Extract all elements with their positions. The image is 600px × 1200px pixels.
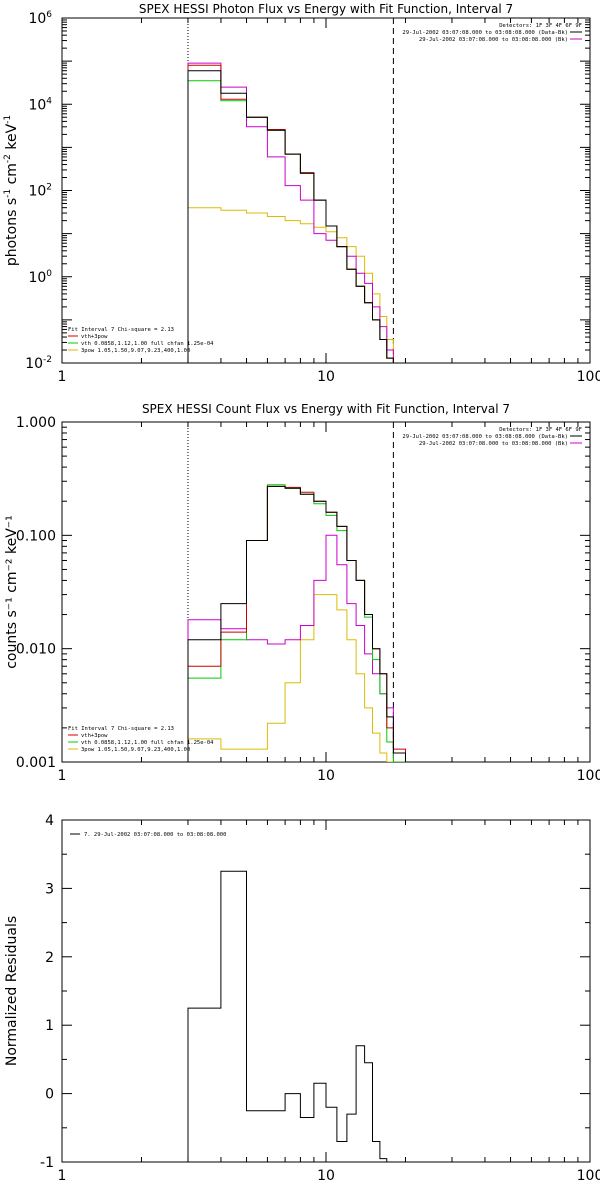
legend-entry: 29-Jul-2002 03:07:08.000 to 03:08:08.000… [402, 434, 568, 440]
y-tick-base: 10 [28, 11, 46, 27]
series-histogram [187, 870, 406, 1162]
y-tick-label: 0.001 [16, 755, 56, 771]
legend-entry: 7. 29-Jul-2002 03:07:08.000 to 03:08:08.… [84, 832, 226, 838]
x-tick-label: 100 [577, 369, 600, 385]
y-tick-label: 1.000 [16, 415, 56, 431]
y-tick-base: 10 [28, 270, 46, 286]
y-tick-base: 10 [28, 97, 46, 113]
y-tick-label: 0.100 [16, 528, 56, 544]
chart-title: SPEX HESSI Photon Flux vs Energy with Fi… [139, 2, 513, 16]
y-label-part: -1 [3, 189, 13, 198]
y-label-part: photons s [4, 198, 20, 266]
x-tick-label: 100 [577, 1168, 600, 1184]
y-tick-label: 0.010 [16, 642, 56, 658]
y-tick-label: 10-2 [25, 355, 52, 372]
y-tick-label: 102 [28, 183, 52, 200]
y-tick-label: 3 [45, 881, 54, 897]
y-label-part: -2 [3, 154, 13, 163]
fit-legend-entry: vth+3pow [81, 334, 108, 340]
fit-legend-entry: vth 0.0858,1.12,1.00 full chfan 1.25e-04 [81, 740, 214, 746]
x-tick-label: 1 [58, 369, 67, 385]
x-tick-label: 1 [58, 1168, 67, 1184]
axes-frame [61, 17, 591, 364]
y-tick-exponent: 2 [46, 183, 52, 193]
axes-frame [61, 421, 591, 763]
y-tick-exponent: 6 [46, 10, 52, 20]
chart-panel-2: SPEX HESSI Count Flux vs Energy with Fit… [4, 402, 600, 784]
y-tick-label: 1 [45, 1018, 54, 1034]
legend-header: Detectors: 1F 3F 4F 6F 9F [499, 427, 582, 433]
x-tick-label: 10 [317, 369, 335, 385]
fit-legend-entry: 3pow 1.05,1.50,9.07,9.23,400,1.00 [81, 348, 190, 354]
y-tick-exponent: -2 [43, 355, 52, 365]
y-axis-label: Normalized Residuals [4, 916, 20, 1066]
y-tick-exponent: 4 [46, 96, 52, 106]
chart-panel-1: SPEX HESSI Photon Flux vs Energy with Fi… [3, 2, 600, 385]
y-tick-label: -1 [40, 1155, 54, 1171]
fit-legend-header: Fit Interval 7 Chi-square = 2.13 [68, 327, 174, 333]
y-tick-label: 106 [28, 10, 52, 27]
fit-legend-entry: vth 0.0858,1.12,1.00 full chfan 1.25e-04 [81, 341, 214, 347]
plot-area [187, 62, 406, 363]
y-label-part: -1 [3, 115, 13, 124]
axes-frame [61, 819, 591, 1163]
series-histogram [187, 80, 406, 363]
fit-legend-entry: 3pow 1.05,1.50,9.07,9.23,400,1.00 [81, 747, 190, 753]
x-tick-label: 100 [577, 768, 600, 784]
fit-legend-entry: vth+3pow [81, 733, 108, 739]
legend-entry: 29-Jul-2002 03:07:08.000 to 03:08:08.000… [419, 37, 568, 43]
x-tick-label: 10 [317, 768, 335, 784]
y-tick-exponent: 0 [46, 269, 52, 279]
y-tick-label: 2 [45, 950, 54, 966]
legend-entry: 29-Jul-2002 03:07:08.000 to 03:08:08.000… [402, 30, 568, 36]
chart-title: SPEX HESSI Count Flux vs Energy with Fit… [142, 402, 510, 416]
y-axis-label: counts s⁻¹ cm⁻² keV⁻¹ [4, 515, 20, 669]
y-tick-label: 100 [28, 269, 52, 286]
series-histogram [187, 70, 406, 363]
fit-legend-header: Fit Interval 7 Chi-square = 2.13 [68, 726, 174, 732]
legend-header: Detectors: 1F 3F 4F 6F 9F [499, 23, 582, 29]
plot-area [187, 870, 406, 1162]
plot-area [187, 484, 406, 762]
y-tick-label: 4 [45, 813, 54, 829]
y-axis-label: photons s-1 cm-2 keV-1 [3, 115, 20, 266]
chart-panel-3: 1 10 100 -1 0 1 2 3 4 Normalized Residuals 7. 29-J… [4, 813, 600, 1184]
series-histogram [187, 594, 406, 762]
y-label-part: keV [4, 123, 20, 154]
y-tick-base: 10 [28, 184, 46, 200]
x-tick-label: 1 [58, 768, 67, 784]
y-tick-label: 0 [45, 1087, 54, 1103]
legend-entry: 29-Jul-2002 03:07:08.000 to 03:08:08.000… [419, 441, 568, 447]
y-label-part: cm [4, 163, 20, 189]
x-tick-label: 10 [317, 1168, 335, 1184]
y-tick-base: 10 [25, 356, 43, 372]
series-histogram [187, 485, 406, 762]
y-tick-label: 104 [28, 96, 52, 113]
